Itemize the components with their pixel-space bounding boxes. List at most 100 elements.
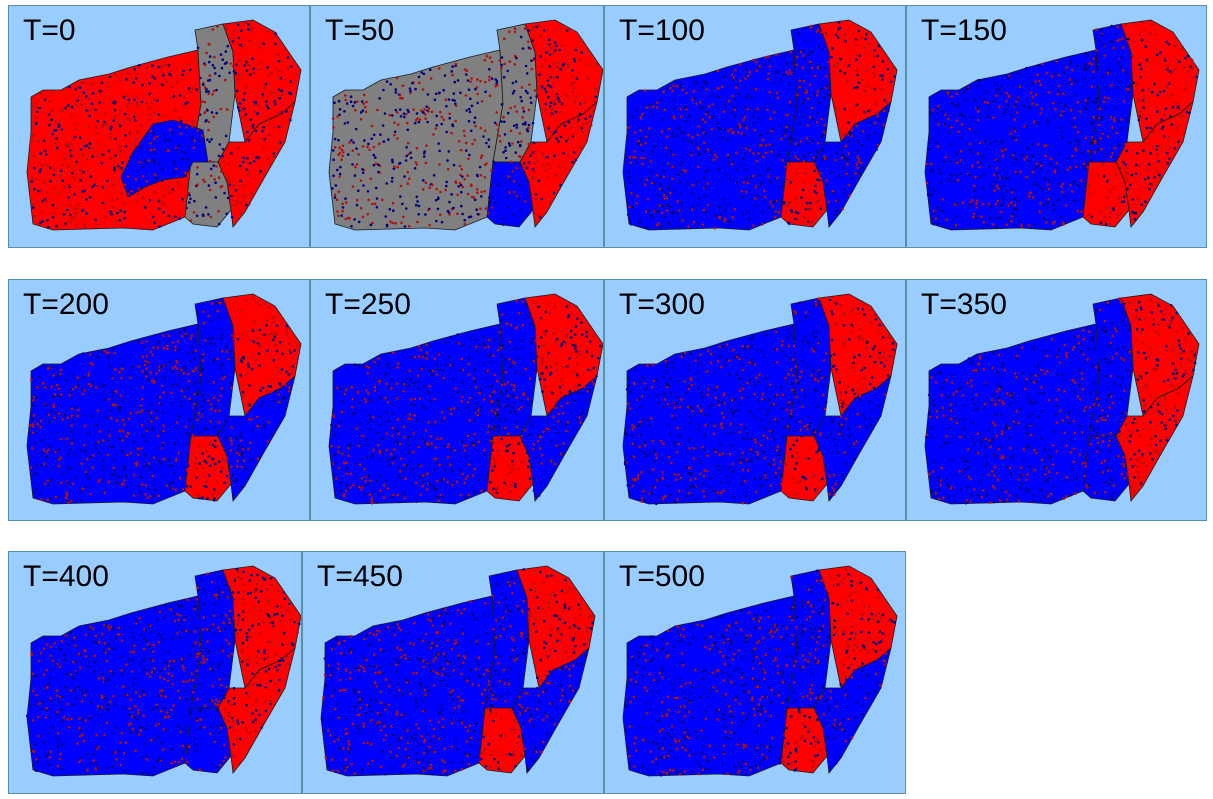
- voter-dot: [549, 201, 553, 205]
- voter-dot: [237, 444, 240, 447]
- voter-dot: [206, 109, 209, 112]
- voter-dot: [206, 497, 209, 500]
- voter-dot: [460, 204, 463, 208]
- voter-dot: [368, 148, 371, 152]
- voter-dot: [1013, 103, 1017, 107]
- voter-dot: [87, 371, 90, 375]
- voter-dot: [841, 133, 845, 137]
- voter-dot: [552, 131, 556, 134]
- voter-dot: [719, 365, 723, 369]
- voter-dot: [465, 149, 468, 152]
- voter-dot: [524, 200, 527, 203]
- voter-dot: [515, 425, 519, 429]
- voter-dot: [550, 108, 554, 111]
- voter-dot: [744, 494, 747, 498]
- voter-dot: [174, 459, 178, 463]
- voter-dot: [532, 141, 536, 145]
- voter-dot: [272, 399, 276, 403]
- voter-dot: [994, 180, 997, 183]
- voter-dot: [1125, 116, 1128, 120]
- voter-dot: [789, 104, 793, 108]
- voter-dot: [103, 120, 106, 124]
- voter-dot: [984, 90, 988, 93]
- voter-dot: [461, 380, 465, 384]
- voter-dot: [41, 199, 44, 203]
- voter-dot: [1089, 141, 1093, 145]
- voter-dot: [872, 65, 875, 69]
- voter-dot: [122, 482, 125, 486]
- voter-dot: [847, 385, 850, 388]
- voter-dot: [540, 454, 544, 457]
- voter-dot: [648, 452, 651, 455]
- voter-dot: [654, 209, 658, 213]
- voter-dot: [120, 166, 123, 170]
- voter-dot: [331, 414, 335, 417]
- voter-dot: [439, 190, 442, 194]
- voter-dot: [585, 350, 589, 353]
- voter-dot: [985, 147, 989, 150]
- voter-dot: [691, 409, 694, 413]
- voter-dot: [482, 335, 486, 339]
- voter-dot: [1106, 135, 1110, 138]
- voter-dot: [245, 62, 249, 65]
- voter-dot: [574, 48, 577, 52]
- voter-dot: [34, 430, 38, 433]
- voter-dot: [693, 498, 697, 501]
- voter-dot: [633, 382, 637, 386]
- voter-dot: [653, 459, 657, 463]
- voter-dot: [487, 138, 491, 141]
- voter-dot: [686, 488, 689, 491]
- voter-dot: [118, 124, 122, 128]
- voter-dot: [789, 180, 793, 184]
- voter-dot: [69, 213, 72, 217]
- voter-dot: [36, 386, 39, 389]
- voter-dot: [846, 162, 849, 166]
- voter-dot: [1039, 201, 1042, 205]
- voter-dot: [1069, 183, 1072, 187]
- voter-dot: [855, 124, 858, 127]
- voter-dot: [158, 365, 161, 368]
- voter-dot: [182, 69, 185, 73]
- voter-dot: [223, 62, 227, 65]
- voter-dot: [1168, 70, 1172, 73]
- voter-dot: [1106, 89, 1109, 93]
- voter-dot: [290, 104, 294, 107]
- voter-dot: [626, 213, 630, 216]
- voter-dot: [504, 146, 507, 149]
- voter-dot: [502, 115, 505, 119]
- voter-dot: [194, 456, 197, 460]
- voter-dot: [99, 89, 103, 93]
- voter-dot: [1092, 57, 1096, 61]
- voter-dot: [265, 104, 269, 108]
- voter-dot: [360, 100, 364, 103]
- voter-dot: [488, 196, 491, 199]
- voter-dot: [973, 184, 976, 188]
- voter-dot: [125, 485, 129, 489]
- voter-dot: [500, 383, 504, 387]
- voter-dot: [403, 490, 406, 494]
- voter-dot: [277, 59, 281, 63]
- voter-dot: [152, 494, 156, 498]
- voter-dot: [141, 196, 144, 199]
- voter-dot: [157, 113, 161, 116]
- voter-dot: [941, 110, 945, 113]
- voter-dot: [660, 211, 664, 215]
- voter-dot: [733, 97, 737, 101]
- voter-dot: [955, 119, 959, 122]
- voter-dot: [525, 303, 528, 306]
- voter-dot: [559, 135, 563, 139]
- voter-dot: [508, 30, 511, 34]
- voter-dot: [330, 423, 333, 426]
- voter-dot: [1128, 183, 1132, 187]
- voter-dot: [843, 420, 846, 423]
- voter-dot: [378, 475, 382, 478]
- voter-dot: [425, 343, 429, 346]
- voter-dot: [1140, 21, 1144, 24]
- voter-dot: [649, 169, 653, 173]
- voter-dot: [229, 437, 233, 440]
- voter-dot: [1002, 184, 1005, 188]
- voter-dot: [134, 77, 138, 80]
- voter-dot: [479, 173, 483, 177]
- voter-dot: [205, 427, 209, 430]
- voter-dot: [848, 131, 851, 134]
